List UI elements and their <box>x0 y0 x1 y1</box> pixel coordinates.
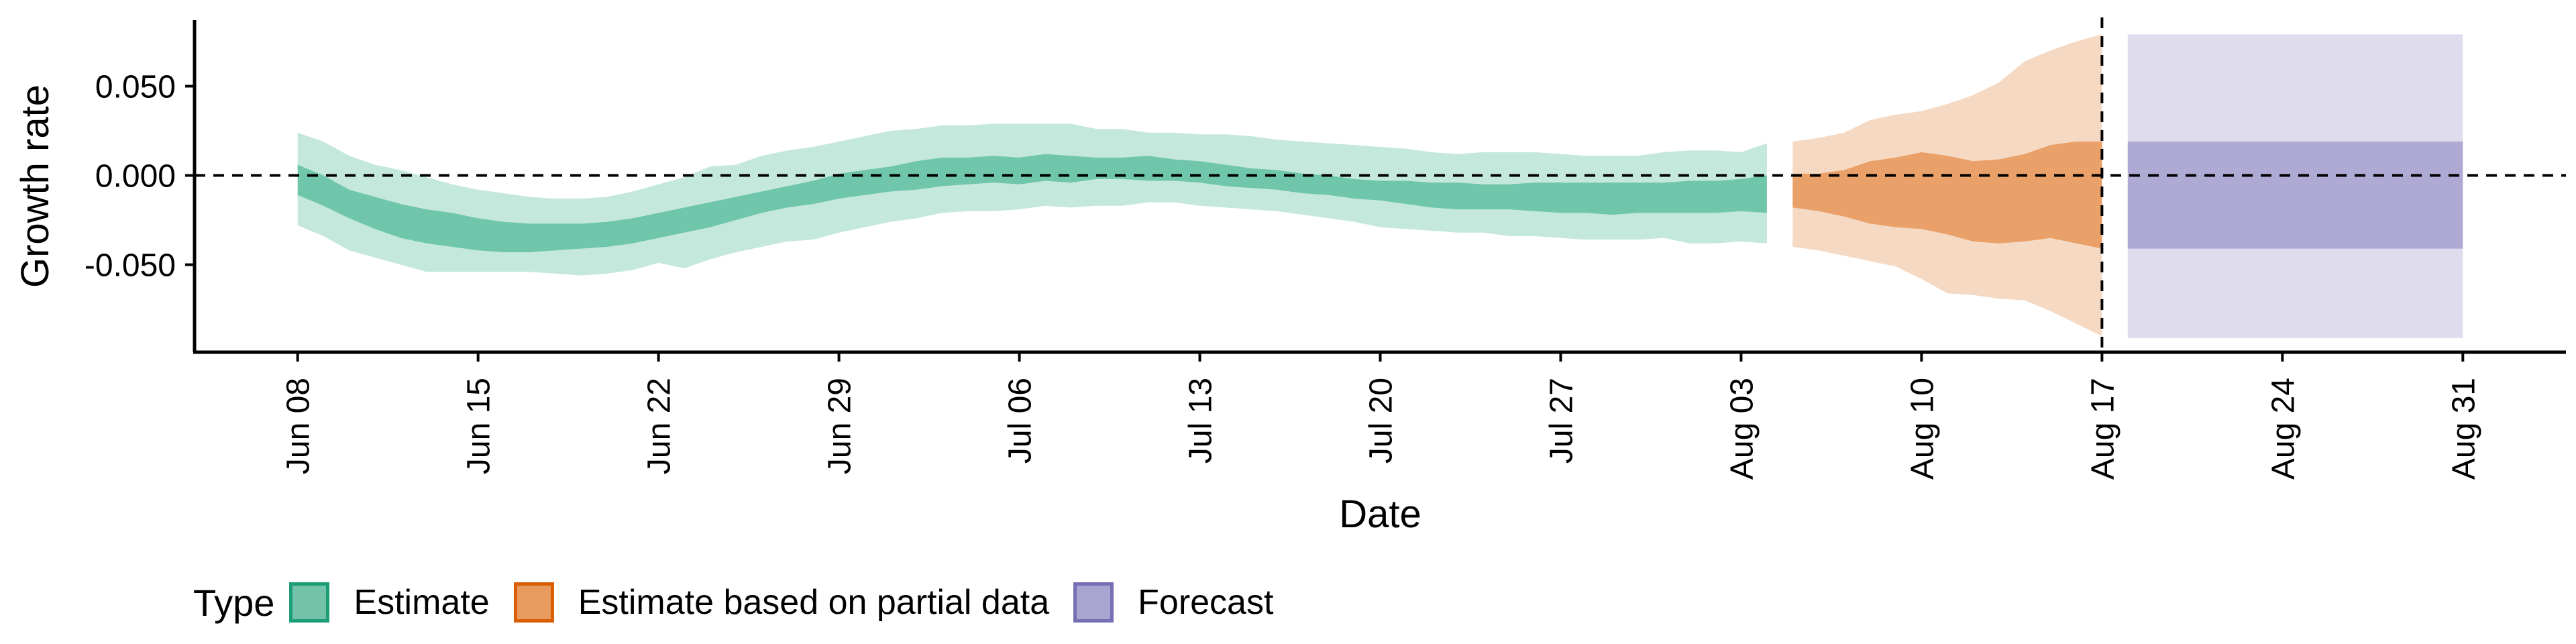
x-tick-label: Jul 20 <box>1364 378 1399 464</box>
x-tick-label: Aug 24 <box>2265 378 2301 480</box>
x-tick-label: Jun 08 <box>281 378 317 474</box>
legend-key-partial <box>513 582 554 623</box>
x-tick-label: Jul 27 <box>1544 378 1579 464</box>
estimate-ribbon-50 <box>297 154 1767 252</box>
y-axis-ticks: 0.050 0.000 -0.050 <box>85 69 195 284</box>
legend-title: Type <box>193 581 275 624</box>
estimate-ribbon-90 <box>297 123 1767 276</box>
legend-key-forecast <box>1073 582 1114 623</box>
legend-key-estimate <box>289 582 330 623</box>
legend-item-estimate: Estimate <box>289 582 490 623</box>
x-tick-label: Jun 29 <box>822 378 858 474</box>
x-tick-label: Aug 03 <box>1724 378 1760 480</box>
y-axis-title: Growth rate <box>13 85 57 288</box>
x-tick-label: Jun 22 <box>642 378 678 474</box>
legend-item-forecast: Forecast <box>1073 582 1273 623</box>
x-tick-label: Jun 15 <box>462 378 497 474</box>
x-axis-ticks: Jun 08 Jun 15 Jun 22 Jun 29 Jul 06 Jul 13 Jul … <box>281 352 2481 480</box>
estimate-based-on-partial-data-ribbon-50 <box>1792 142 2102 249</box>
x-tick-label: Aug 17 <box>2085 378 2121 480</box>
legend-label-forecast: Forecast <box>1138 583 1274 622</box>
x-tick-label: Jul 06 <box>1003 378 1038 464</box>
x-tick-label: Jul 13 <box>1183 378 1219 464</box>
reference-lines <box>195 17 2566 352</box>
x-tick-label: Aug 10 <box>1904 378 1940 480</box>
ribbons-layer <box>297 34 2463 338</box>
legend-label-estimate: Estimate <box>354 583 490 622</box>
forecast-ribbon-50 <box>2127 142 2463 249</box>
legend-label-partial: Estimate based on partial data <box>578 583 1050 622</box>
y-tick-label: -0.050 <box>85 248 176 284</box>
legend: Type Estimate Estimate based on partial … <box>193 576 1297 629</box>
legend-item-partial: Estimate based on partial data <box>513 582 1050 623</box>
x-tick-label: Aug 31 <box>2446 378 2481 480</box>
x-axis-title: Date <box>1339 492 1421 536</box>
y-tick-label: 0.050 <box>95 69 176 105</box>
y-tick-label: 0.000 <box>95 159 176 195</box>
